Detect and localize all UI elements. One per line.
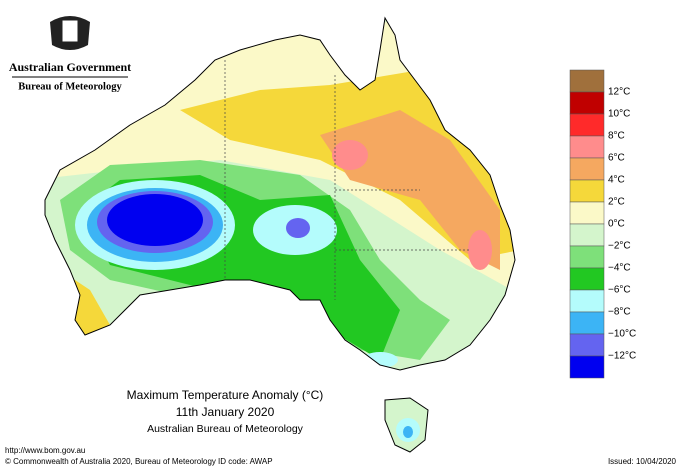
legend-swatch [569,355,605,379]
legend-swatch [569,157,605,181]
legend-label: 4°C [608,175,625,186]
legend-swatch [569,267,605,291]
legend-label: −2°C [608,241,631,252]
legend-label: 2°C [608,197,625,208]
map-title: Maximum Temperature Anomaly (°C) [127,388,324,402]
footer-copyright: © Commonwealth of Australia 2020, Bureau… [5,457,216,466]
legend-swatch [569,311,605,335]
legend-swatch [569,135,605,159]
map-source: Australian Bureau of Meteorology [147,423,304,435]
legend-label: 10°C [608,109,630,120]
crest [50,16,90,50]
legend-label: −4°C [608,263,631,274]
map-date: 11th January 2020 [176,405,275,419]
footer-issued: Issued: 10/04/2020 [608,457,677,466]
legend-swatch [569,91,605,115]
legend-swatch [569,223,605,247]
legend-label: 12°C [608,87,630,98]
legend-label: −10°C [608,329,636,340]
footer-id: ID code: AWAP [218,457,273,466]
bureau-name: Bureau of Meteorology [18,81,122,92]
government-name: Australian Government [9,60,131,74]
legend-label: −12°C [608,351,636,362]
legend-label: −6°C [608,285,631,296]
legend-label: 0°C [608,219,625,230]
state-borders [224,60,470,300]
legend-swatch [569,245,605,269]
legend: 12°C 10°C 8°C 6°C 4°C 2°C 0°C −2°C −4°C −6°C −8°C −… [569,69,636,379]
coastline [44,16,516,453]
legend-swatch [569,113,605,137]
legend-swatch [569,69,605,93]
legend-swatch [569,333,605,357]
legend-swatch [569,289,605,313]
legend-label: −8°C [608,307,631,318]
legend-label: 6°C [608,153,625,164]
footer-url: http://www.bom.gov.au [5,446,85,455]
legend-swatch [569,201,605,225]
legend-swatch [569,179,605,203]
legend-label: 8°C [608,131,625,142]
